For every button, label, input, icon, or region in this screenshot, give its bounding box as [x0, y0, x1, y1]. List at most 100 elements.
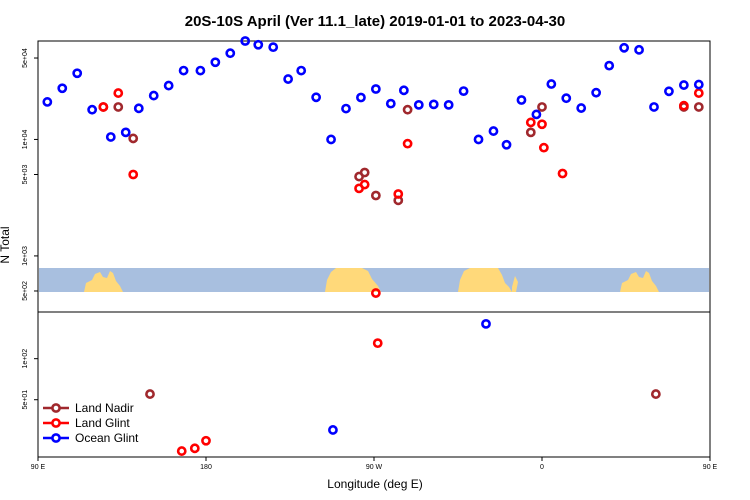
legend-swatch-marker [51, 403, 61, 413]
africa-land [458, 268, 512, 292]
ocean-glint-point [163, 80, 174, 91]
ocean-glint-point [385, 98, 396, 109]
lower-panel-frame [37, 311, 711, 458]
y-axis-label: N Total [0, 226, 12, 263]
land-glint-point [128, 169, 139, 180]
ocean-glint-point [561, 93, 572, 104]
x-tick-label: 90 E [703, 464, 718, 471]
ocean-glint-point [488, 126, 499, 136]
legend-label: Land Nadir [75, 401, 134, 415]
y-tick-label: 5e+04 [22, 48, 29, 68]
land-glint-point [113, 88, 124, 98]
ocean-glint-point [240, 36, 251, 46]
land-glint-point [372, 338, 383, 349]
ocean-glint-point [664, 86, 674, 97]
legend-swatch-marker [51, 433, 61, 443]
land-glint-point [370, 288, 381, 298]
upper-panel: 5e+02 1e+03 5e+03 1e+04 5e+04 [22, 36, 711, 313]
land-nadir-point [113, 102, 124, 112]
ocean-glint-point [105, 132, 116, 142]
y-tick-label: 1e+02 [22, 349, 29, 369]
ocean-glint-point [133, 103, 144, 114]
ocean-glint-point [341, 103, 351, 114]
ocean-glint-point [428, 99, 439, 110]
ocean-glint-point [604, 60, 615, 71]
land-nadir-point [145, 389, 155, 399]
x-tick-label: 90 E [31, 464, 46, 471]
land-nadir-point [537, 102, 547, 112]
land-glint-point [693, 88, 704, 98]
ocean-glint-point [356, 92, 366, 103]
ocean-glint-point [458, 86, 469, 97]
australia-land-right [620, 271, 659, 292]
land-glint-point [678, 100, 689, 111]
ocean-glint-point [283, 74, 294, 84]
ocean-glint-point [473, 134, 484, 145]
land-nadir-point [359, 167, 370, 178]
land-nadir-point [402, 104, 413, 115]
ocean-glint-point [398, 85, 409, 96]
land-glint-point [176, 446, 187, 456]
y-tick-label: 5e+01 [22, 390, 29, 410]
ocean-glint-point [531, 109, 542, 120]
ocean-glint-point [576, 103, 587, 113]
chart-title: 20S-10S April (Ver 11.1_late) 2019-01-01… [185, 13, 566, 30]
ocean-glint-point [413, 99, 424, 110]
legend-swatch-marker [51, 418, 61, 428]
ocean-glint-point [443, 99, 454, 110]
ocean-glint-point [42, 97, 53, 107]
y-tick-label: 1e+03 [22, 246, 29, 266]
land-glint-point [359, 179, 370, 190]
ocean-glint-point [296, 65, 307, 76]
ocean-glint-point [481, 318, 491, 329]
y-tick-label: 5e+02 [22, 281, 29, 301]
lower-panel: 5e+01 1e+02 [22, 311, 711, 458]
x-axis-label: Longitude (deg E) [327, 477, 422, 491]
x-tick-label: 90 W [366, 464, 383, 471]
madagascar-land [512, 276, 518, 292]
land-glint-point [402, 138, 413, 149]
australia-land [84, 271, 123, 292]
ocean-glint-point [120, 127, 131, 138]
land-glint-point [98, 102, 109, 112]
land-glint-point [557, 168, 568, 179]
ocean-glint-point [311, 92, 322, 103]
ocean-glint-point [326, 134, 336, 145]
land-glint-point [201, 435, 211, 446]
legend-label: Land Glint [75, 416, 130, 430]
ocean-glint-point [693, 79, 704, 90]
land-nadir-point [693, 102, 704, 112]
land-nadir-point [128, 133, 139, 144]
ocean-glint-point [225, 48, 236, 59]
ocean-glint-point [178, 65, 189, 76]
land-nadir-point [650, 389, 661, 399]
land-nadir-point [370, 190, 381, 201]
ocean-glint-point [649, 102, 659, 112]
ocean-glint-point [678, 80, 689, 90]
legend-label: Ocean Glint [75, 431, 139, 445]
land-glint-point [393, 189, 404, 199]
legend-item-ocean-glint: Ocean Glint [43, 431, 139, 445]
ocean-glint-point [268, 42, 279, 53]
ocean-glint-point [634, 44, 644, 55]
ocean-glint-point [501, 139, 512, 150]
x-tick-label: 180 [200, 464, 212, 471]
ocean-glint-point [546, 79, 557, 89]
ocean-glint-point [619, 42, 630, 53]
ocean-glint-point [148, 90, 159, 101]
x-axis: 90 E 180 90 W 0 90 E [31, 457, 718, 471]
ocean-glint-point [210, 57, 221, 68]
y-tick-label: 1e+04 [22, 130, 29, 150]
ocean-glint-point [195, 65, 206, 76]
legend-item-land-glint: Land Glint [43, 416, 130, 430]
x-tick-label: 0 [540, 464, 544, 471]
land-glint-point [538, 142, 549, 153]
ocean-glint-point [591, 87, 602, 98]
ocean-glint-point [328, 425, 338, 435]
ocean-glint-point [370, 84, 381, 94]
ocean-glint-point [72, 68, 83, 79]
ocean-glint-point [87, 104, 98, 115]
ocean-glint-point [57, 83, 68, 94]
